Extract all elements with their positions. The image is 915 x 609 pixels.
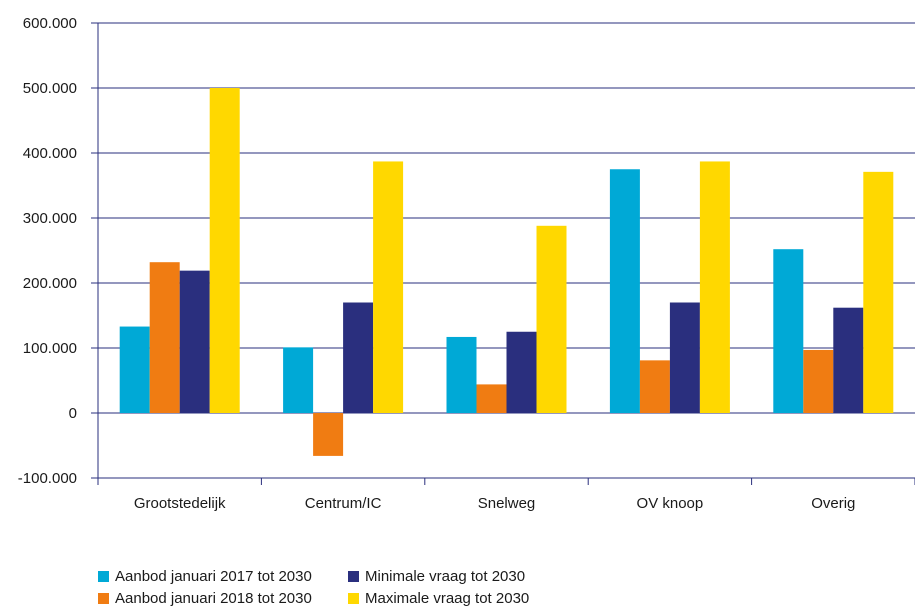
- bar-chart: 600.000 500.000 400.000 300.000 200.000 100.0…: [18, 15, 915, 512]
- y-tick-label: -100.000: [18, 470, 77, 487]
- bar: [863, 171, 894, 413]
- bar: [209, 88, 240, 413]
- legend-label: Aanbod januari 2018 tot 2030: [115, 590, 312, 607]
- legend-swatch: [98, 593, 109, 604]
- bar: [373, 161, 404, 413]
- bars: [119, 88, 894, 456]
- bar: [639, 360, 670, 413]
- legend-swatch: [98, 571, 109, 582]
- bar: [609, 169, 640, 413]
- bar: [283, 347, 314, 413]
- legend-item: Aanbod januari 2017 tot 2030: [98, 568, 312, 585]
- legend-item: Minimale vraag tot 2030: [348, 568, 525, 585]
- y-tick-label: 600.000: [23, 15, 77, 32]
- bar: [536, 225, 567, 413]
- bar: [669, 302, 700, 413]
- x-tick-label: Grootstedelijk: [134, 495, 226, 512]
- x-axis-tick-labels: Grootstedelijk Centrum/IC Snelweg OV knoop O…: [134, 495, 856, 512]
- legend-label: Aanbod januari 2017 tot 2030: [115, 568, 312, 585]
- legend-item: Maximale vraag tot 2030: [348, 590, 529, 607]
- y-tick-label: 200.000: [23, 275, 77, 292]
- legend-swatch: [348, 593, 359, 604]
- x-tick-label: Centrum/IC: [305, 495, 382, 512]
- bar: [179, 270, 210, 413]
- bar: [699, 161, 730, 413]
- y-axis-tick-labels: 600.000 500.000 400.000 300.000 200.000 100.0…: [18, 15, 77, 487]
- bar: [773, 249, 804, 413]
- y-tick-label: 100.000: [23, 340, 77, 357]
- bar: [476, 384, 507, 413]
- bar: [833, 307, 864, 413]
- legend-item: Aanbod januari 2018 tot 2030: [98, 590, 312, 607]
- bar: [149, 262, 180, 413]
- bar: [446, 336, 477, 413]
- x-tick-label: Snelweg: [478, 495, 536, 512]
- y-tick-label: 300.000: [23, 210, 77, 227]
- y-tick-label: 0: [69, 405, 77, 422]
- x-tick-label: OV knoop: [637, 495, 704, 512]
- bar: [343, 302, 374, 413]
- y-tick-label: 500.000: [23, 80, 77, 97]
- bar: [119, 326, 150, 413]
- bar: [506, 331, 537, 413]
- axes: [91, 22, 915, 485]
- legend-label: Minimale vraag tot 2030: [365, 568, 526, 585]
- legend-label: Maximale vraag tot 2030: [365, 590, 530, 607]
- bar: [313, 413, 344, 456]
- x-tick-label: Overig: [811, 495, 855, 512]
- legend-swatch: [348, 571, 359, 582]
- bar: [803, 349, 834, 413]
- y-tick-label: 400.000: [23, 145, 77, 162]
